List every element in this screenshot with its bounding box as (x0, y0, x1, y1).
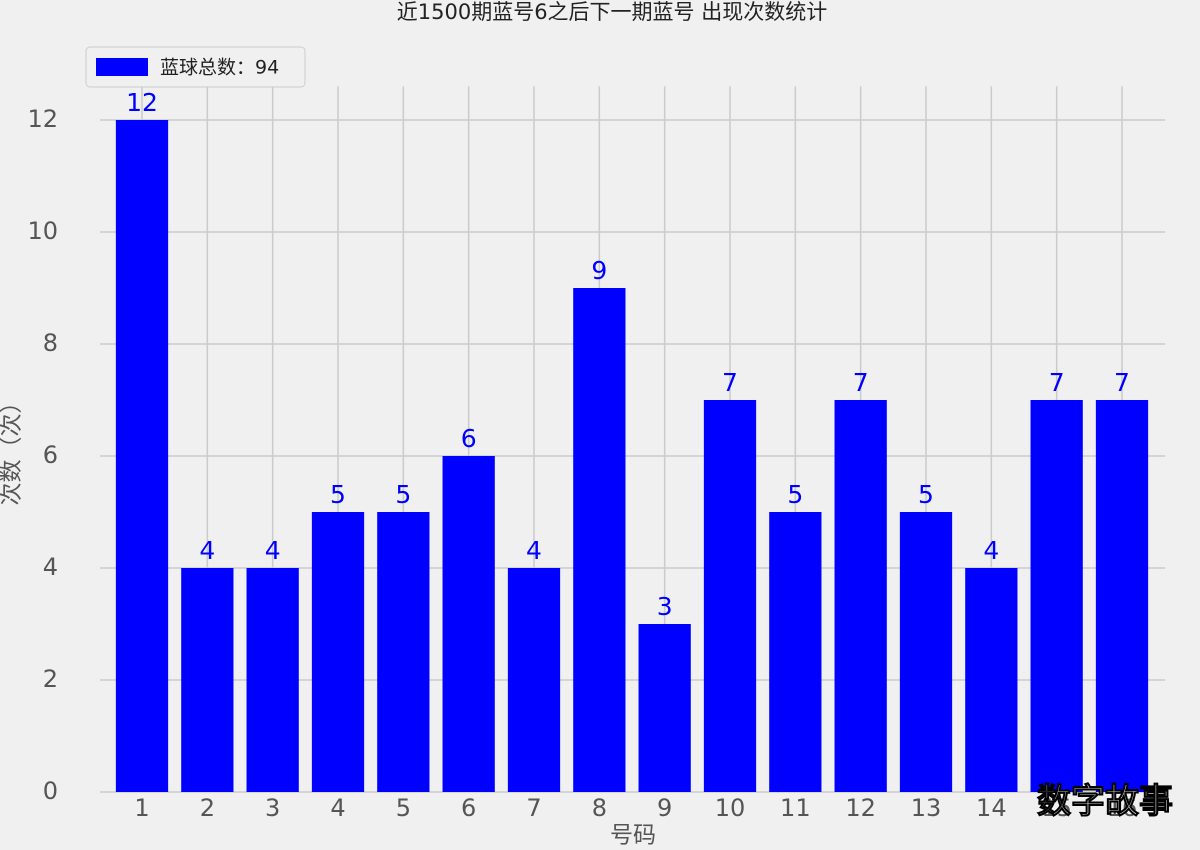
legend: 蓝球总数：94 (85, 46, 306, 88)
x-tick-label: 10 (715, 794, 746, 822)
bar (834, 400, 887, 792)
legend-box (85, 46, 306, 88)
bar (1030, 400, 1083, 792)
value-label: 7 (1049, 368, 1065, 397)
plot-area: 0 2 4 6 8 10 12 1 12 2 4 3 4 4 5 5 5 6 6 7 4 8 9 9 3 10 7 11 5 12 7 13 5… (27, 86, 1165, 822)
value-label: 12 (126, 88, 158, 117)
bar (573, 288, 626, 792)
x-tick-label: 16 (1107, 794, 1138, 822)
bar (507, 568, 561, 792)
x-tick-label: 7 (526, 794, 541, 822)
bar (769, 512, 822, 792)
value-label: 5 (918, 480, 934, 509)
y-axis-label: 次数（次） (0, 391, 25, 506)
legend-swatch (96, 58, 148, 76)
x-tick-label: 15 (1041, 794, 1072, 822)
y-tick-label: 0 (43, 777, 58, 805)
x-tick-label: 5 (396, 794, 411, 822)
value-label: 9 (591, 256, 607, 285)
x-axis-label: 号码 (610, 823, 656, 849)
value-label: 7 (722, 368, 738, 397)
x-tick-label: 11 (780, 794, 811, 822)
bar (899, 512, 953, 792)
x-tick-label: 13 (911, 794, 942, 822)
value-label: 4 (199, 536, 215, 565)
bar (442, 456, 495, 792)
x-tick-label: 3 (265, 794, 280, 822)
bar (181, 568, 234, 792)
bar (1095, 400, 1149, 792)
value-label: 5 (787, 480, 803, 509)
x-tick-label: 9 (657, 794, 672, 822)
x-tick-label: 14 (976, 794, 1007, 822)
bar (377, 512, 430, 792)
bar (115, 120, 169, 792)
value-label: 6 (461, 424, 477, 453)
bar (311, 512, 365, 792)
y-tick-label: 8 (43, 329, 58, 357)
y-tick-label: 2 (43, 665, 58, 693)
x-tick-label: 2 (200, 794, 215, 822)
value-label: 4 (526, 536, 542, 565)
x-tick-label: 6 (461, 794, 476, 822)
bar (965, 568, 1018, 792)
legend-label: 蓝球总数：94 (160, 57, 279, 79)
x-tick-label: 4 (330, 794, 345, 822)
y-tick-label: 12 (27, 105, 58, 133)
y-tick-label: 10 (27, 217, 58, 245)
bar (703, 400, 757, 792)
bar (246, 568, 299, 792)
x-tick-label: 12 (845, 794, 876, 822)
x-tick-label: 1 (134, 794, 149, 822)
y-tick-label: 4 (43, 553, 58, 581)
bar (638, 624, 691, 792)
value-label: 7 (853, 368, 869, 397)
y-tick-label: 6 (43, 441, 58, 469)
value-label: 7 (1114, 368, 1130, 397)
value-label: 4 (983, 536, 999, 565)
x-tick-label: 8 (592, 794, 607, 822)
chart-title: 近1500期蓝号6之后下一期蓝号 出现次数统计 (397, 0, 827, 24)
value-label: 5 (330, 480, 346, 509)
value-label: 4 (265, 536, 281, 565)
value-label: 3 (657, 592, 673, 621)
watermark: 数字故事 (1037, 782, 1173, 822)
value-label: 5 (395, 480, 411, 509)
